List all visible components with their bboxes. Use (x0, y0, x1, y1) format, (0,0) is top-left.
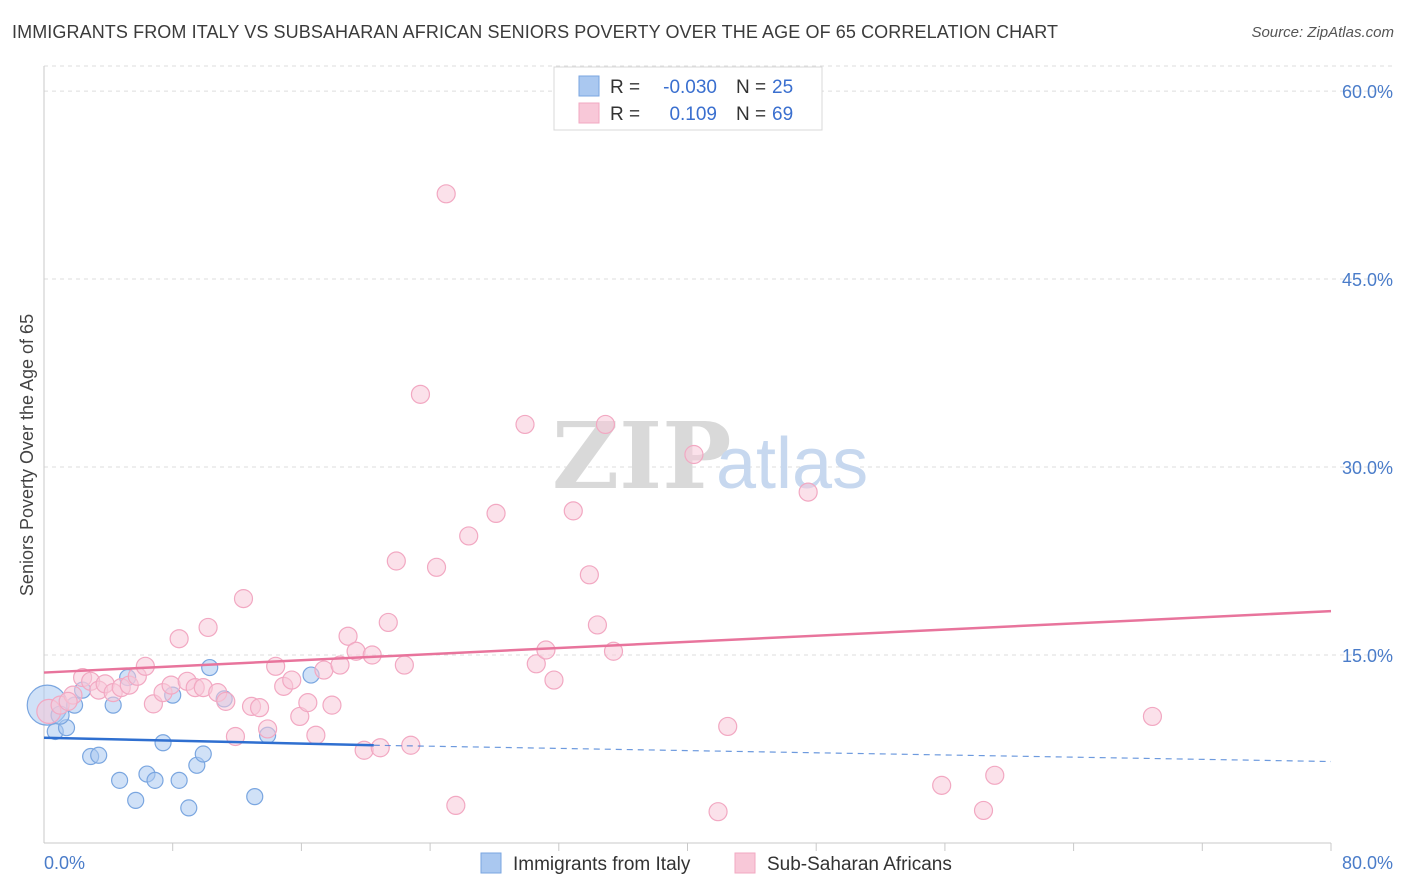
point-subsaharan (486, 503, 506, 524)
point-subsaharan (386, 551, 406, 571)
points-layer (26, 184, 1163, 822)
point-subsaharan (515, 414, 535, 435)
stats-r-label-africans: R = (610, 104, 640, 125)
point-italy (90, 746, 108, 764)
stats-r-value-africans: 0.109 (669, 104, 717, 125)
x-tick-label-min: 0.0% (44, 853, 85, 873)
stats-n-label-africans: N = (736, 104, 766, 125)
point-italy (201, 658, 219, 677)
point-subsaharan (973, 800, 994, 821)
point-subsaharan (684, 444, 704, 465)
point-italy (246, 788, 264, 806)
point-subsaharan (233, 589, 254, 609)
point-subsaharan (718, 716, 738, 737)
y-tick-label: 15.0% (1342, 646, 1393, 666)
stats-swatch-africans (578, 102, 600, 124)
y-tick-labels: 15.0% 30.0% 45.0% 60.0% (1342, 82, 1393, 666)
point-subsaharan (587, 615, 608, 635)
point-subsaharan (436, 184, 456, 204)
point-italy (146, 771, 164, 789)
point-subsaharan (595, 414, 616, 435)
point-subsaharan (394, 655, 414, 675)
source-credit: Source: ZipAtlas.com (1251, 24, 1394, 41)
trend-line-subsaharan (43, 609, 1332, 674)
stats-n-value-italy: 25 (772, 77, 793, 98)
point-subsaharan (526, 654, 546, 674)
point-subsaharan (932, 775, 952, 795)
trend-line-italy-extension (373, 744, 1332, 763)
point-italy (194, 745, 212, 763)
point-subsaharan (282, 670, 302, 690)
point-subsaharan (459, 526, 479, 546)
point-subsaharan (338, 626, 358, 646)
stats-swatch-italy (578, 75, 600, 97)
point-italy (154, 734, 172, 752)
watermark-atlas: atlas (716, 424, 868, 504)
watermark-zip: ZIP (552, 402, 731, 510)
trend-line-italy (43, 736, 374, 747)
stats-r-value-italy: -0.030 (663, 77, 717, 98)
point-subsaharan (985, 765, 1005, 785)
point-italy (111, 771, 129, 789)
legend-label-italy: Immigrants from Italy (513, 854, 691, 875)
legend-swatch-africans (734, 852, 756, 874)
point-subsaharan (58, 691, 78, 711)
stats-legend: R = -0.030 N = 25 R = 0.109 N = 69 (553, 66, 823, 131)
point-subsaharan (258, 719, 278, 739)
point-subsaharan (708, 802, 728, 822)
grid-layer (44, 65, 1393, 656)
chart-title: IMMIGRANTS FROM ITALY VS SUBSAHARAN AFRI… (12, 22, 1059, 42)
point-subsaharan (1142, 706, 1163, 727)
point-subsaharan (579, 565, 599, 585)
point-subsaharan (216, 691, 236, 711)
point-subsaharan (544, 670, 564, 690)
x-tick-label-max: 80.0% (1342, 853, 1393, 873)
y-axis-label: Seniors Poverty Over the Age of 65 (17, 314, 37, 596)
point-subsaharan (161, 675, 181, 695)
point-italy (127, 791, 145, 809)
point-subsaharan (378, 612, 398, 633)
point-subsaharan (370, 738, 390, 758)
point-subsaharan (798, 482, 818, 502)
stats-n-value-africans: 69 (772, 104, 793, 125)
y-tick-label: 30.0% (1342, 458, 1393, 478)
point-subsaharan (298, 693, 318, 713)
point-subsaharan (410, 384, 431, 404)
point-subsaharan (362, 645, 382, 665)
point-subsaharan (314, 660, 334, 680)
legend-swatch-italy (480, 852, 502, 874)
point-subsaharan (198, 617, 218, 638)
point-subsaharan (426, 557, 447, 577)
legend-label-africans: Sub-Saharan Africans (767, 854, 952, 875)
point-subsaharan (322, 695, 342, 715)
point-italy (170, 771, 188, 789)
y-tick-label: 45.0% (1342, 270, 1393, 290)
stats-r-label-italy: R = (610, 77, 640, 98)
trend-layer (43, 609, 1332, 763)
point-subsaharan (563, 501, 583, 521)
point-subsaharan (446, 795, 466, 816)
point-subsaharan (169, 629, 189, 649)
series-legend: Immigrants from Italy Sub-Saharan Africa… (480, 852, 952, 875)
point-subsaharan (306, 725, 326, 745)
point-italy (180, 799, 198, 817)
point-subsaharan (330, 655, 350, 675)
stats-n-label-italy: N = (736, 77, 766, 98)
y-tick-label: 60.0% (1342, 82, 1393, 102)
point-subsaharan (401, 735, 421, 755)
point-subsaharan (249, 698, 270, 718)
